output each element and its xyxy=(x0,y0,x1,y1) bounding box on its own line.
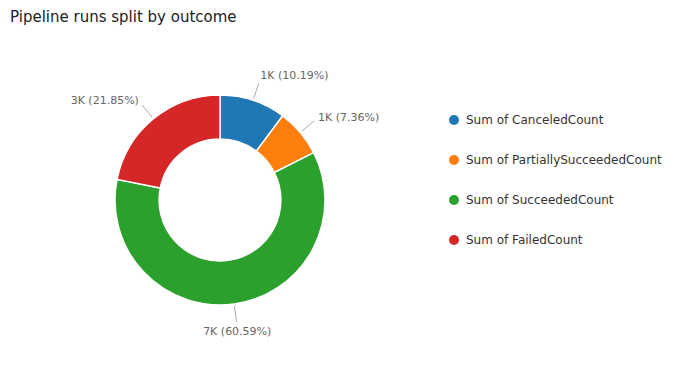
chart: Pipeline runs split by outcome 1K (10.19%… xyxy=(0,0,694,368)
data-labels: 1K (10.19%) 1K (7.36%) 7K (60.59%) 3K (21.8… xyxy=(71,69,380,338)
leader-line xyxy=(142,105,152,117)
leader-line xyxy=(234,306,236,322)
leader-line xyxy=(254,83,259,98)
data-label: 7K (60.59%) xyxy=(203,325,271,338)
title: Pipeline runs split by outcome xyxy=(10,8,237,26)
legend-label: Sum of SucceededCount xyxy=(466,193,614,207)
data-label: 3K (21.85%) xyxy=(71,94,139,107)
slice xyxy=(117,95,220,188)
legend-swatch xyxy=(449,155,459,165)
legend-swatch xyxy=(449,115,459,125)
legend-label: Sum of PartiallySucceededCount xyxy=(466,153,662,167)
legend-label: Sum of FailedCount xyxy=(466,233,583,247)
legend-item: Sum of CanceledCount xyxy=(449,113,604,127)
legend-label: Sum of CanceledCount xyxy=(466,113,604,127)
legend-item: Sum of PartiallySucceededCount xyxy=(449,153,662,167)
data-label: 1K (10.19%) xyxy=(260,69,328,82)
data-label: 1K (7.36%) xyxy=(318,111,379,124)
leader-line xyxy=(302,121,314,131)
legend-item: Sum of SucceededCount xyxy=(449,193,614,207)
legend-swatch xyxy=(449,235,459,245)
legend: Sum of CanceledCount Sum of PartiallySucc… xyxy=(449,113,662,247)
legend-swatch xyxy=(449,195,459,205)
donut xyxy=(115,95,325,305)
legend-item: Sum of FailedCount xyxy=(449,233,583,247)
